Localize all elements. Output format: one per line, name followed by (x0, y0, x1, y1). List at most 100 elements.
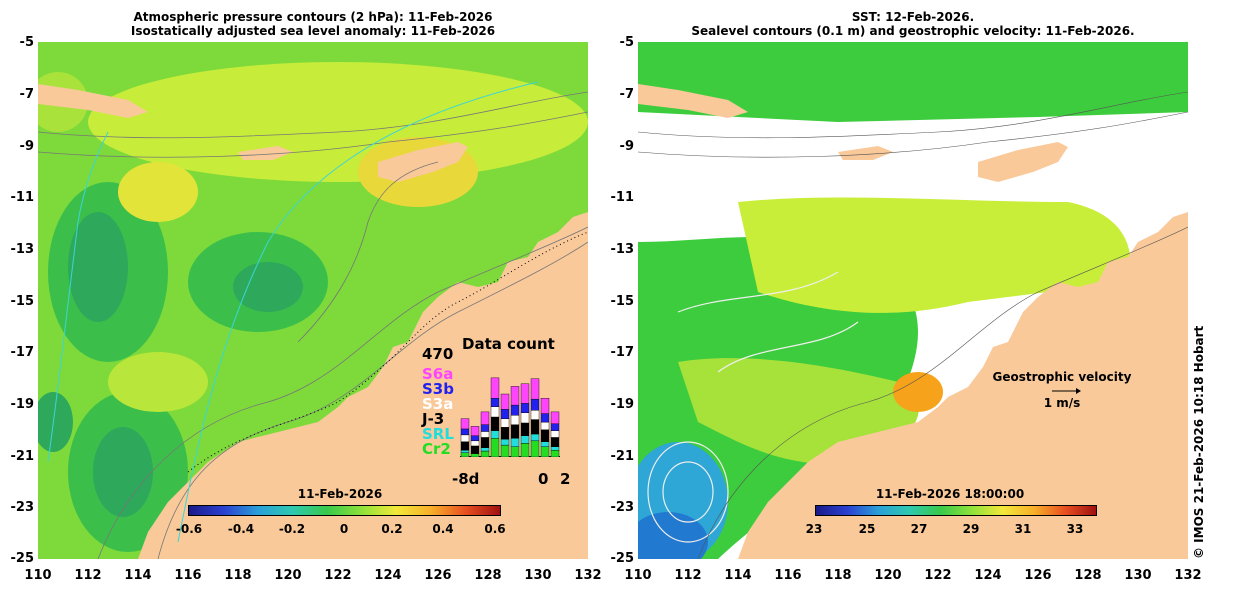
data-count-bar-segment (510, 415, 520, 425)
lat-tick: -7 (19, 87, 34, 102)
lon-tick: 132 (1174, 568, 1202, 583)
data-count-bar-segment (460, 428, 470, 436)
lat-tick: -25 (610, 551, 635, 566)
lat-tick: -15 (10, 294, 35, 309)
lat-tick: -23 (610, 500, 635, 515)
lat-tick: -17 (610, 345, 635, 360)
data-count-bar-segment (470, 426, 480, 436)
geostrophic-velocity-scale: 1 m/s (1043, 396, 1081, 410)
sst-warm-band (638, 42, 1188, 122)
lat-tick: -5 (19, 35, 34, 50)
data-count-bar-segment (460, 418, 470, 430)
data-count-bar-segment (550, 446, 560, 451)
data-count-bar-segment (550, 449, 560, 457)
sla-anomaly-blob (118, 162, 198, 222)
data-count-x-mid: 0 (538, 470, 549, 488)
sla-colorbar-tick: 0.4 (432, 522, 454, 536)
lon-tick: 118 (824, 568, 852, 583)
data-count-bar-segment (520, 403, 530, 413)
right-title-line1: SST: 12-Feb-2026. (851, 10, 975, 24)
data-count-bar-segment (470, 445, 480, 454)
data-count-bar-segment (540, 413, 550, 423)
data-count-bar-segment (480, 450, 490, 457)
data-count-bar-segment (510, 438, 520, 447)
data-count-bar-segment (510, 424, 520, 439)
lat-tick: -19 (610, 397, 635, 412)
lon-tick: 126 (424, 568, 452, 583)
data-count-bar-segment (480, 437, 490, 448)
lat-tick: -5 (619, 35, 634, 50)
lat-tick: -23 (10, 500, 35, 515)
data-count-x-end: 2 (560, 470, 571, 488)
data-count-bar-segment (550, 423, 560, 431)
data-count-bar-segment (530, 398, 540, 411)
data-count-bar-segment (460, 452, 470, 457)
lon-tick: 124 (974, 568, 1002, 583)
lon-tick: 126 (1024, 568, 1052, 583)
lat-tick: -13 (10, 242, 35, 257)
data-count-bar-segment (490, 398, 500, 407)
sst-colorbar-tick: 25 (858, 522, 876, 536)
lon-tick: 110 (24, 568, 52, 583)
lon-tick: 110 (624, 568, 652, 583)
lon-tick: 112 (74, 568, 102, 583)
sla-map: Data count 470 S6a S3b S3a J-3 SRL Cr2 -… (38, 42, 588, 559)
data-count-bar-segment (480, 447, 490, 452)
satellite-s6a: S6a (422, 365, 454, 383)
lat-tick: -13 (610, 242, 635, 257)
data-count-bar-segment (500, 427, 510, 440)
sla-colorbar (188, 505, 501, 516)
velocity-arrow-icon (1052, 388, 1081, 394)
lat-tick: -11 (10, 190, 35, 205)
sla-anomaly-blob (38, 392, 73, 452)
left-title: Atmospheric pressure contours (2 hPa): 1… (38, 10, 588, 38)
sumba-island (238, 146, 293, 160)
data-count-inset: Data count 470 S6a S3b S3a J-3 SRL Cr2 -… (422, 337, 588, 497)
lon-tick: 116 (174, 568, 202, 583)
data-count-bar-segment (530, 409, 540, 420)
sla-anomaly-blob (93, 427, 153, 517)
sumba-island (838, 146, 893, 160)
sst-colorbar-tick: 27 (910, 522, 928, 536)
sla-colorbar-tick: -0.2 (278, 522, 306, 536)
data-count-bar-segment (550, 430, 560, 438)
data-count-bar-segment (490, 406, 500, 418)
data-count-bar-segment (460, 449, 470, 453)
lon-tick: 120 (874, 568, 902, 583)
pressure-contours (47, 81, 539, 543)
lat-tick: -15 (610, 294, 635, 309)
sst-colorbar (815, 505, 1097, 516)
depth-contours (638, 91, 1188, 559)
satellite-s3b: S3b (422, 380, 454, 398)
data-count-bar-segment (510, 386, 520, 406)
data-count-x-start: -8d (452, 470, 480, 488)
lat-tick: -7 (619, 87, 634, 102)
left-title-line2: Isostatically adjusted sea level anomaly… (130, 24, 496, 38)
data-count-title: Data count (462, 335, 555, 353)
data-count-bar-segment (500, 393, 510, 410)
left-title-line1: Atmospheric pressure contours (2 hPa): 1… (133, 10, 493, 24)
australia-land (138, 212, 588, 559)
sst-colorbar-tick: 31 (1014, 522, 1032, 536)
lon-tick: 112 (674, 568, 702, 583)
data-count-bar-segment (540, 421, 550, 430)
lat-tick: -21 (610, 449, 635, 464)
geostrophic-velocity-title: Geostrophic velocity (992, 370, 1132, 384)
sst-colorbar-tick: 23 (805, 522, 823, 536)
data-count-bar-segment (460, 441, 470, 451)
data-count-bar-segment (540, 429, 550, 442)
timor-island (378, 142, 468, 182)
lon-tick: 130 (1124, 568, 1152, 583)
sla-colorbar-tick: 0 (339, 522, 349, 536)
data-count-bar-segment (470, 435, 480, 442)
lat-tick: -9 (19, 139, 34, 154)
sst-colorbar-tick: 33 (1066, 522, 1084, 536)
lon-tick: 114 (124, 568, 152, 583)
sst-yellow-region (738, 197, 1131, 313)
lon-tick: 122 (924, 568, 952, 583)
data-count-bar-segment (500, 444, 510, 457)
sla-anomaly-blob (108, 352, 208, 412)
lon-tick: 128 (474, 568, 502, 583)
satellite-legend: S6a S3b S3a J-3 SRL Cr2 (422, 367, 454, 457)
lon-tick: 120 (274, 568, 302, 583)
